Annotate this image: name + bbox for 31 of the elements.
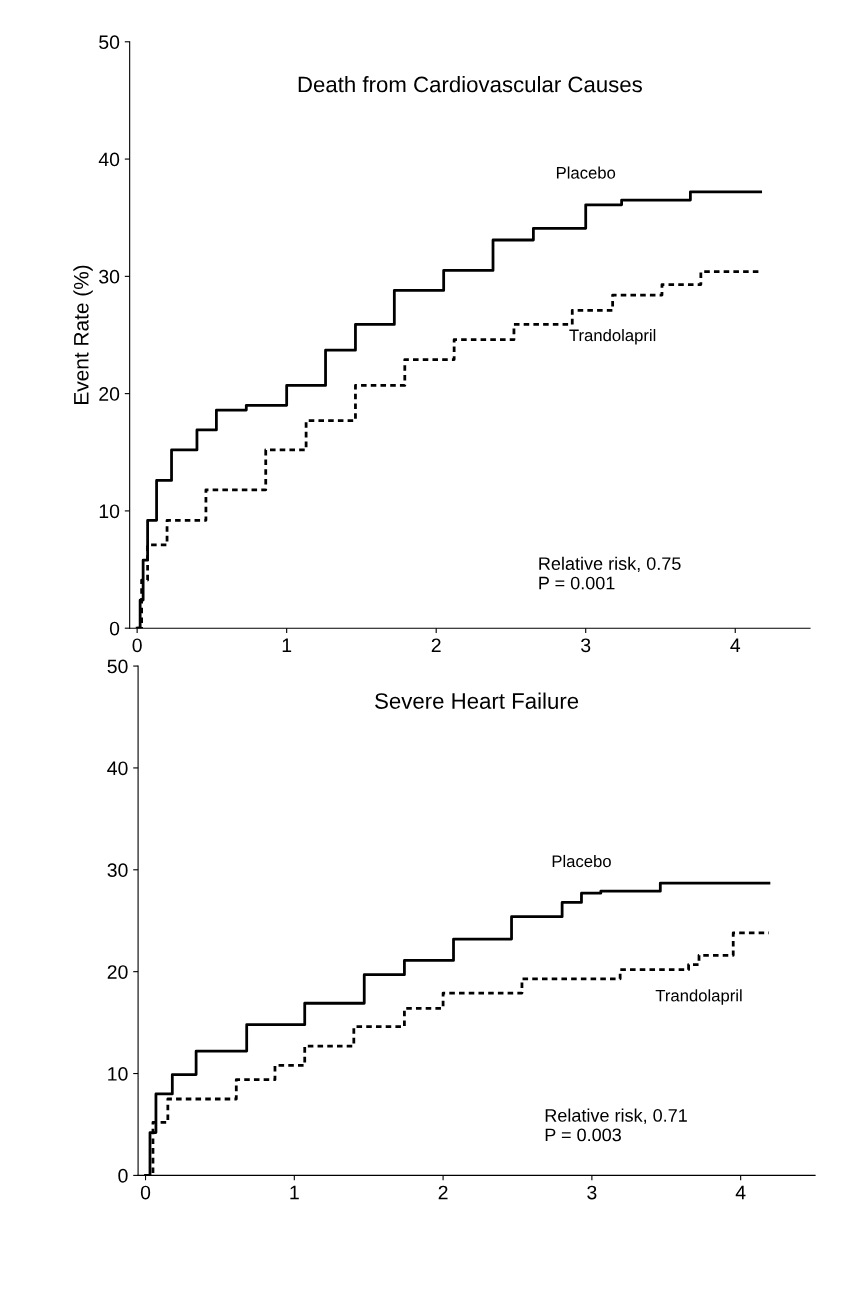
annotation: Relative risk, 0.71 P = 0.003: [545, 1108, 687, 1142]
y-tick-label: 10: [108, 1067, 128, 1081]
series-label: Placebo: [556, 166, 616, 179]
x-tick-label: 1: [282, 638, 292, 652]
y-tick-label: 50: [107, 659, 128, 674]
series-label: Trandolapril: [655, 989, 742, 1005]
x-tick-label: 0: [132, 638, 142, 653]
x-tick-label: 4: [730, 638, 741, 652]
y-tick-label: 20: [107, 965, 128, 979]
x-tick-label: 3: [587, 1185, 597, 1200]
y-tick-label: 40: [107, 761, 128, 776]
y-tick-label: 0: [118, 1168, 128, 1183]
y-tick-label: 50: [99, 35, 120, 50]
x-tick-label: 3: [581, 638, 591, 653]
y-tick-label: 30: [99, 269, 120, 284]
y-tick-label: 40: [98, 152, 120, 167]
y-tick-label: 20: [99, 387, 120, 401]
annotation: Relative risk, 0.75 P = 0.001: [539, 556, 681, 590]
x-tick-label: 2: [431, 638, 441, 652]
x-tick-label: 1: [290, 1185, 299, 1200]
y-tick-label: 10: [99, 504, 120, 519]
x-tick-label: 4: [735, 1185, 746, 1200]
x-tick-label: 0: [140, 1185, 151, 1200]
series-label: Placebo: [552, 854, 611, 868]
x-tick-label: 2: [438, 1185, 448, 1200]
series-label: Trandolapril: [569, 329, 656, 345]
text: Death from Cardiovascular Causes: [298, 75, 642, 93]
y-tick-label: 30: [107, 863, 128, 878]
y-tick-label: 0: [109, 621, 120, 636]
text: Severe Heart Failure: [375, 692, 579, 709]
y-axis-title: Event Rate (%): [73, 265, 93, 404]
